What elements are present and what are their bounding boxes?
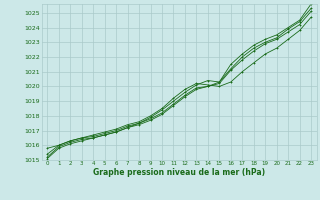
X-axis label: Graphe pression niveau de la mer (hPa): Graphe pression niveau de la mer (hPa) xyxy=(93,168,265,177)
